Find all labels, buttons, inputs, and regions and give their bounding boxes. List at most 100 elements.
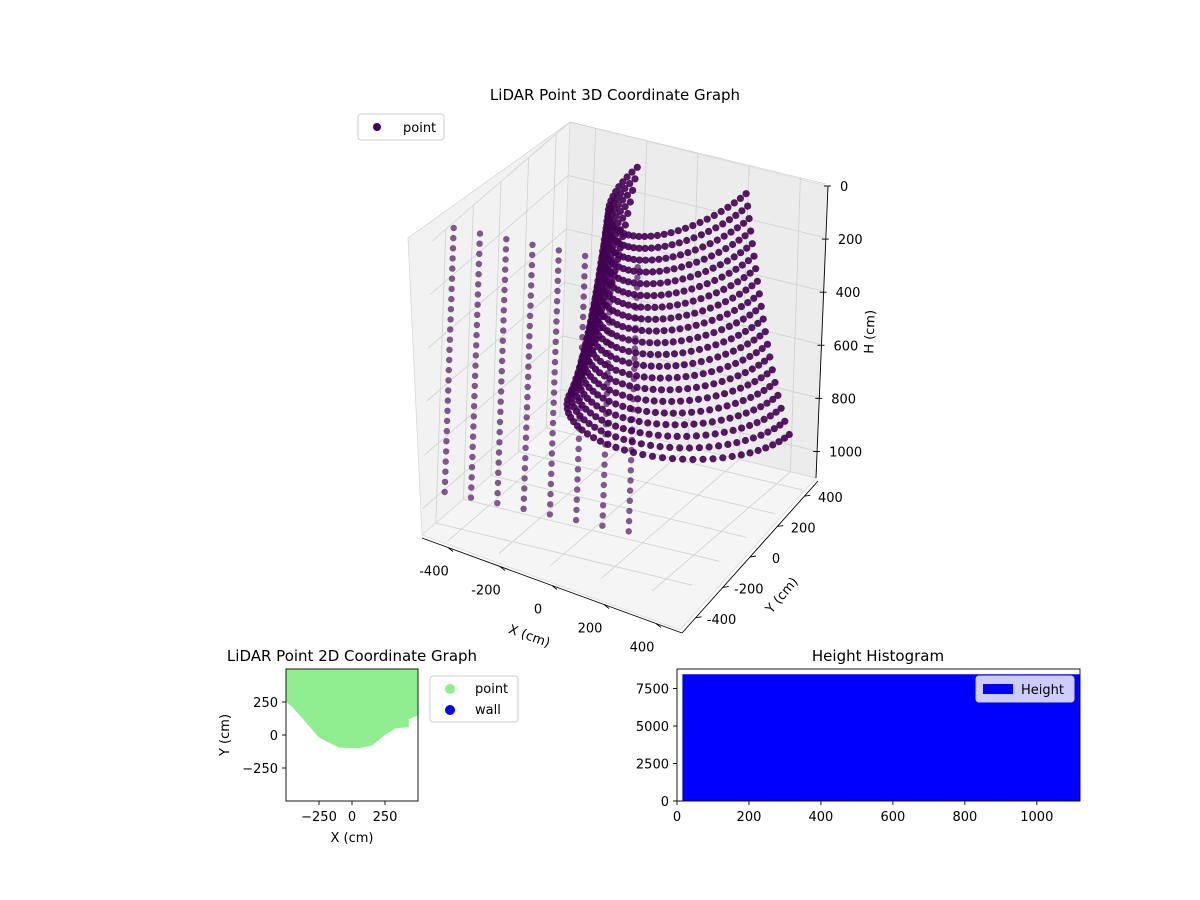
point-marker bbox=[495, 469, 502, 476]
point-marker bbox=[760, 357, 769, 365]
point-marker bbox=[446, 346, 453, 353]
point-marker bbox=[716, 261, 725, 269]
point-marker bbox=[676, 325, 684, 333]
point-marker bbox=[498, 357, 506, 365]
point-marker bbox=[776, 421, 784, 429]
point-marker bbox=[634, 395, 642, 403]
point-marker bbox=[775, 438, 783, 446]
point-marker bbox=[701, 382, 709, 390]
point-marker bbox=[724, 203, 732, 211]
point-marker bbox=[685, 444, 694, 452]
point-marker bbox=[686, 335, 694, 343]
point-marker bbox=[522, 434, 530, 441]
point-marker bbox=[770, 425, 778, 433]
point-marker bbox=[661, 242, 669, 250]
legend-histogram-swatch bbox=[983, 684, 1013, 694]
point-marker bbox=[675, 313, 683, 321]
point-marker bbox=[445, 387, 452, 394]
point-marker bbox=[618, 334, 627, 342]
point-marker bbox=[600, 383, 608, 391]
point-marker bbox=[625, 528, 632, 535]
point-marker bbox=[468, 484, 475, 491]
y-tick-label-2d: 250 bbox=[253, 696, 278, 711]
point-marker bbox=[634, 274, 641, 281]
point-marker bbox=[626, 487, 634, 494]
point-marker bbox=[691, 309, 699, 317]
point-marker bbox=[612, 366, 620, 374]
point-marker bbox=[500, 307, 507, 314]
point-marker bbox=[725, 322, 733, 330]
point-marker bbox=[619, 311, 627, 319]
point-marker bbox=[471, 372, 479, 379]
point-marker bbox=[527, 292, 534, 299]
point-marker bbox=[684, 249, 692, 257]
point-marker bbox=[723, 402, 731, 410]
y-tick bbox=[777, 525, 784, 528]
point-marker bbox=[657, 291, 665, 299]
point-marker bbox=[588, 398, 596, 406]
point-marker bbox=[528, 282, 535, 289]
x-tick-label: 200 bbox=[578, 622, 603, 637]
point-marker bbox=[629, 448, 638, 457]
point-marker bbox=[695, 282, 704, 291]
plot-2d: LiDAR Point 2D Coordinate Graph −250 0 250… bbox=[218, 647, 519, 846]
point-marker bbox=[527, 302, 534, 309]
point-marker bbox=[573, 422, 582, 430]
point-marker bbox=[529, 251, 536, 259]
point-marker bbox=[677, 337, 686, 345]
point-marker bbox=[771, 378, 779, 387]
point-marker bbox=[661, 339, 669, 347]
point-marker bbox=[684, 323, 692, 331]
point-marker bbox=[548, 450, 556, 457]
point-marker bbox=[719, 454, 727, 462]
point-marker bbox=[502, 246, 510, 253]
point-marker bbox=[469, 433, 477, 440]
point-marker bbox=[671, 421, 679, 429]
point-marker bbox=[612, 400, 620, 408]
x-tick bbox=[499, 566, 506, 571]
point-marker bbox=[476, 240, 483, 247]
plot-2d-xlabel: X (cm) bbox=[331, 831, 374, 846]
point-marker bbox=[688, 408, 696, 416]
point-marker bbox=[662, 421, 670, 429]
point-marker bbox=[691, 371, 699, 379]
x-tick-label: -400 bbox=[419, 565, 449, 580]
grid-line-h bbox=[568, 175, 825, 238]
point-marker bbox=[754, 390, 762, 398]
point-marker bbox=[720, 285, 728, 293]
point-marker bbox=[469, 443, 476, 450]
point-marker bbox=[643, 280, 651, 288]
point-marker bbox=[546, 511, 554, 518]
point-marker bbox=[692, 321, 700, 329]
point-marker bbox=[585, 420, 593, 428]
point-marker bbox=[630, 279, 638, 287]
point-marker bbox=[723, 310, 731, 318]
point-marker bbox=[680, 421, 689, 429]
x-tick bbox=[603, 604, 610, 609]
point-marker bbox=[743, 244, 751, 252]
point-marker bbox=[692, 432, 701, 440]
point-marker bbox=[476, 250, 483, 258]
point-marker bbox=[723, 257, 732, 265]
point-marker bbox=[712, 224, 720, 232]
point-marker bbox=[575, 455, 582, 463]
point-marker bbox=[681, 299, 689, 307]
point-marker bbox=[635, 244, 643, 252]
point-marker bbox=[652, 315, 660, 323]
grid-line-h bbox=[424, 335, 563, 456]
point-marker bbox=[555, 247, 562, 254]
point-marker bbox=[598, 405, 607, 413]
point-marker bbox=[658, 454, 667, 462]
point-marker bbox=[595, 380, 603, 388]
point-marker bbox=[668, 455, 677, 463]
point-marker bbox=[744, 257, 753, 265]
point-marker bbox=[700, 255, 708, 263]
point-marker bbox=[735, 290, 744, 298]
point-marker bbox=[720, 232, 728, 240]
point-marker bbox=[637, 303, 645, 311]
point-marker bbox=[760, 415, 768, 423]
point-marker bbox=[734, 412, 742, 420]
point-marker bbox=[606, 375, 614, 383]
point-marker bbox=[714, 301, 722, 309]
point-marker bbox=[473, 331, 480, 339]
